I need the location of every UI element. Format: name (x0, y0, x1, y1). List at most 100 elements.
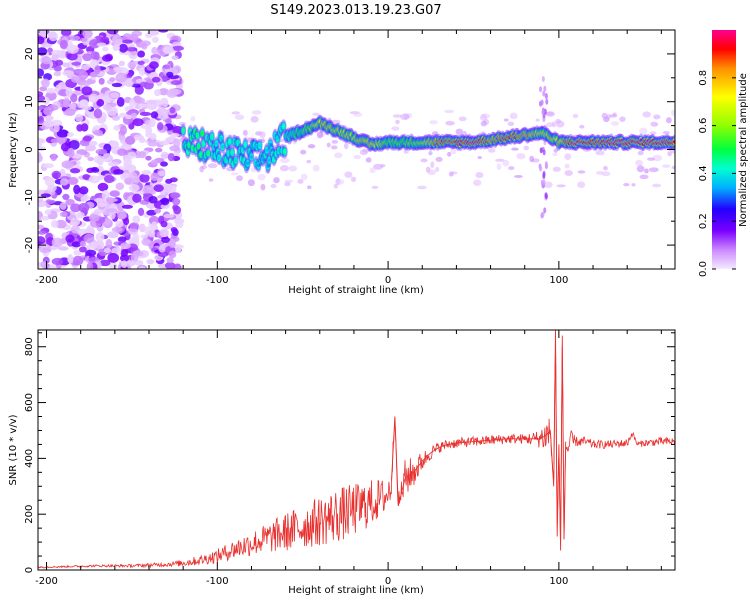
spectrogram-faint-blob (284, 179, 294, 183)
spectrogram-faint-blob (430, 161, 435, 169)
colorbar-label: Normalized spectral amplitude (738, 73, 749, 227)
spectrogram-faint-blob (230, 172, 239, 176)
spectrogram-faint-blob (279, 157, 290, 164)
spectrogram-faint-blob (503, 118, 509, 122)
spectrogram-ridge-core (266, 164, 270, 169)
spectrogram-faint-blob (234, 114, 245, 120)
spectrogram-faint-blob (475, 172, 484, 179)
spectrogram-noise-blob (141, 238, 151, 246)
spectrogram-ridge-core (224, 158, 228, 162)
spectrogram-noise-blob (80, 123, 89, 132)
spectrogram-noise-blob (106, 30, 119, 35)
spectrogram-noise-blob (117, 236, 127, 243)
spectrogram-noise-blob (139, 81, 148, 88)
spectrogram-faint-blob (652, 154, 663, 162)
spectrogram-noise-blob (141, 42, 148, 50)
spectrogram-faint-blob (552, 166, 561, 172)
spectrogram-noise-blob (62, 62, 70, 68)
spectrogram-faint-blob (208, 178, 214, 182)
spectrogram-faint-blob (631, 183, 636, 187)
spectrogram-ridge-core (242, 159, 246, 163)
spectrogram-noise-blob (65, 87, 73, 97)
spectrogram-noise-blob (157, 113, 169, 120)
spectrogram-noise-blob (111, 227, 123, 233)
spectrogram-noise-blob (41, 56, 52, 65)
spectrogram-faint-blob (601, 112, 608, 119)
spectrogram-noise-blob (76, 149, 88, 156)
spectrogram-noise-blob (163, 213, 175, 219)
spectrogram-faint-blob (516, 153, 526, 160)
spectrogram-noise-blob (65, 40, 73, 51)
spectrogram-noise-blob (48, 264, 57, 269)
spectrogram-faint-blob (635, 159, 643, 166)
spectrogram-noise-blob (157, 30, 169, 33)
spectrogram-x-tick-label: 100 (549, 275, 568, 286)
spectrogram-noise-blob (173, 138, 181, 148)
snr-y-label: SNR (10 * v/v) (8, 414, 19, 485)
spectrogram-faint-blob (365, 157, 372, 163)
spectrogram-noise-blob (88, 93, 99, 103)
spectrogram-noise-blob (123, 157, 133, 167)
snr-frame (37, 329, 676, 571)
spectrogram-noise-blob (148, 117, 156, 128)
spectrogram-noise-blob (147, 140, 158, 147)
spectrogram-x-tick-label: -100 (206, 275, 229, 286)
spectrogram-spike-blob (539, 86, 543, 93)
spectrogram-faint-blob (480, 120, 487, 127)
spectrogram-faint-blob (343, 142, 349, 150)
spectrogram-noise-blob (132, 233, 140, 242)
spectrogram-faint-blob (507, 121, 515, 127)
spectrogram-ridge-core (236, 141, 240, 145)
figure-title: S149.2023.013.19.23.G07 (270, 3, 441, 18)
spectrogram-spike-blob (543, 85, 547, 92)
snr-x-tick-label: 100 (549, 576, 568, 587)
spectrogram-faint-blob (307, 144, 316, 149)
spectrogram-noise-blob (160, 229, 169, 238)
spectrogram-noise-blob (111, 82, 123, 88)
spectrogram-ridge-core (226, 151, 231, 156)
spectrogram-noise-blob (162, 64, 171, 70)
spectrogram-noise-blob (139, 111, 152, 117)
spectrogram-faint-blob (523, 145, 530, 151)
spectrogram-noise-blob (59, 202, 67, 210)
spectrogram-noise-blob (115, 182, 125, 191)
spectrogram-faint-blob (231, 111, 240, 115)
spectrogram-noise-blob (116, 148, 127, 156)
spectrogram-noise-blob (40, 215, 51, 221)
spectrogram-noise-blob (146, 259, 155, 265)
spectrogram-noise-blob (81, 64, 90, 71)
spectrogram-ridge-core (210, 134, 214, 139)
spectrogram-faint-blob (555, 118, 562, 124)
spectrogram-noise-blob (118, 43, 128, 53)
spectrogram-faint-blob (552, 153, 558, 157)
snr-y-tick-label: 200 (24, 505, 35, 524)
spectrogram-faint-blob (178, 121, 186, 126)
spectrogram-noise-blob (59, 211, 68, 217)
spectrogram-faint-blob (353, 112, 363, 117)
spectrogram-noise-blob (50, 220, 59, 228)
spectrogram-noise-blob (93, 129, 104, 136)
spectrogram-faint-blob (350, 176, 357, 183)
spectrogram-noise-blob (154, 89, 161, 97)
spectrogram-noise-blob (128, 49, 138, 60)
spectrogram-noise-blob (65, 198, 75, 206)
spectrogram-faint-blob (596, 170, 604, 175)
spectrogram-noise-blob (95, 148, 108, 155)
spectrogram-noise-blob (72, 255, 84, 266)
spectrogram-noise-blob (149, 132, 157, 141)
spectrogram-faint-blob (326, 142, 331, 148)
spectrogram-noise-blob (38, 115, 45, 124)
spectrogram-noise-blob (96, 42, 107, 47)
spectrogram-noise-blob (129, 222, 140, 230)
spectrogram-spike-blob (542, 179, 546, 186)
spectrogram-faint-blob (670, 146, 675, 154)
snr-x-tick-label: 0 (385, 576, 391, 587)
spectrogram-faint-blob (178, 138, 185, 143)
spectrogram-faint-blob (391, 126, 400, 131)
spectrogram-noise-blob (82, 174, 91, 181)
spectrogram-faint-blob (552, 121, 557, 128)
spectrogram-faint-blob (642, 111, 651, 118)
spectrogram-noise-blob (112, 34, 123, 45)
spectrogram-faint-blob (236, 175, 243, 182)
